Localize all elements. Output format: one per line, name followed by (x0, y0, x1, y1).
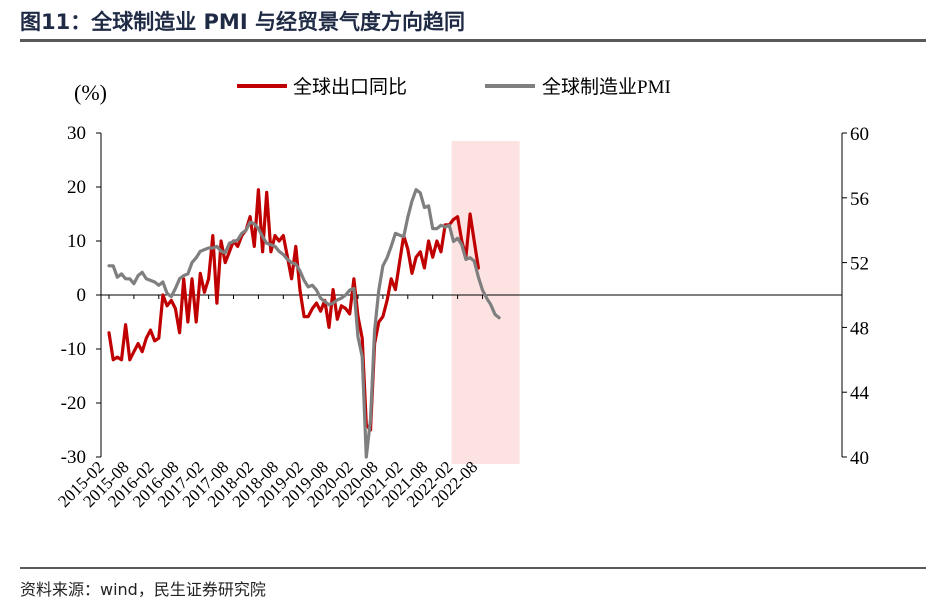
left-tick-label: 30 (67, 123, 86, 144)
right-tick-label: 60 (850, 124, 869, 145)
series-line-pmi (107, 188, 501, 459)
series-line-export-yoy (107, 188, 480, 432)
chart: 3020100-10-20-30605652484440(%)2015-0220… (54, 76, 869, 511)
left-tick-label: 10 (67, 231, 86, 252)
figure-title: 图11：全球制造业 PMI 与经贸景气度方向趋同 (20, 10, 465, 34)
left-axis-unit: (%) (74, 80, 107, 105)
source-note: 资料来源：wind，民生证券研究院 (20, 580, 266, 599)
right-tick-label: 48 (850, 318, 869, 339)
legend-label-export-yoy: 全球出口同比 (293, 76, 407, 98)
right-tick-label: 40 (850, 448, 869, 469)
plot-area: 3020100-10-20-30605652484440(%)2015-0220… (54, 76, 869, 511)
title-rule (20, 39, 926, 42)
right-tick-label: 44 (850, 383, 870, 404)
right-tick-label: 52 (850, 254, 869, 275)
left-tick-label: 20 (67, 177, 86, 198)
legend-label-pmi: 全球制造业PMI (542, 76, 671, 98)
source-rule (20, 567, 926, 569)
left-tick-label: -30 (61, 447, 86, 468)
left-tick-label: -20 (61, 393, 86, 414)
highlight-band (451, 141, 520, 464)
right-tick-label: 56 (850, 189, 869, 210)
left-tick-label: -10 (61, 339, 86, 360)
left-tick-label: 0 (77, 285, 87, 306)
